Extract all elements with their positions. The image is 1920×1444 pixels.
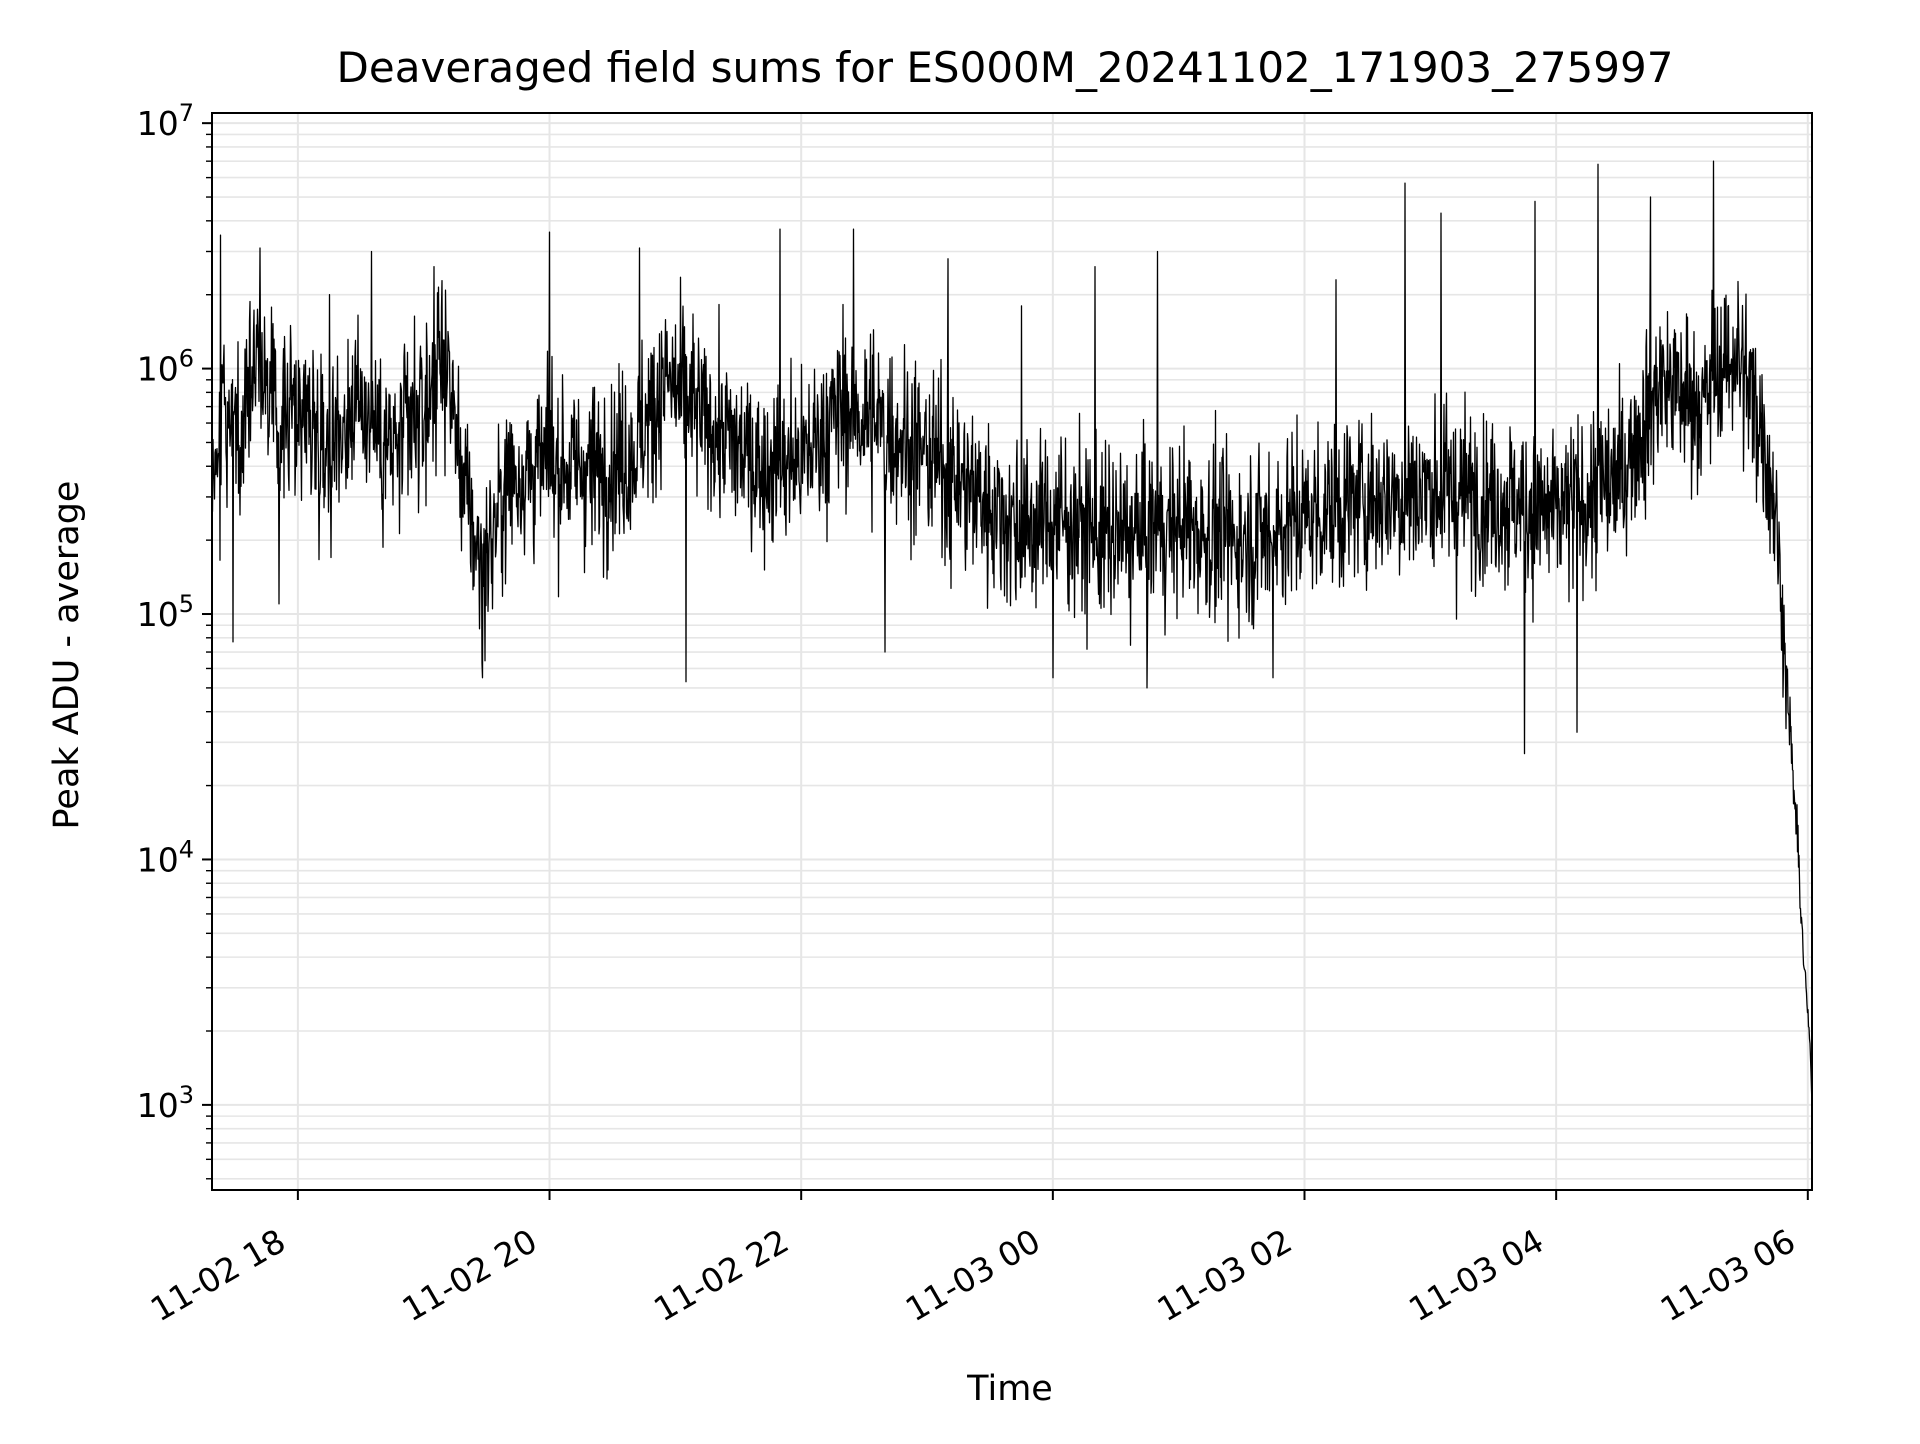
y-tick-label: 103 bbox=[137, 1081, 194, 1125]
chart-title: Deaveraged field sums for ES000M_2024110… bbox=[337, 43, 1674, 92]
x-axis-label: Time bbox=[966, 1369, 1053, 1409]
y-tick-label: 107 bbox=[137, 99, 194, 143]
y-tick-label: 105 bbox=[137, 590, 194, 634]
y-tick-label: 104 bbox=[137, 835, 194, 879]
y-axis-label: Peak ADU - average bbox=[47, 481, 87, 830]
data-series-line bbox=[211, 160, 1813, 1105]
y-tick-label: 106 bbox=[137, 345, 194, 389]
